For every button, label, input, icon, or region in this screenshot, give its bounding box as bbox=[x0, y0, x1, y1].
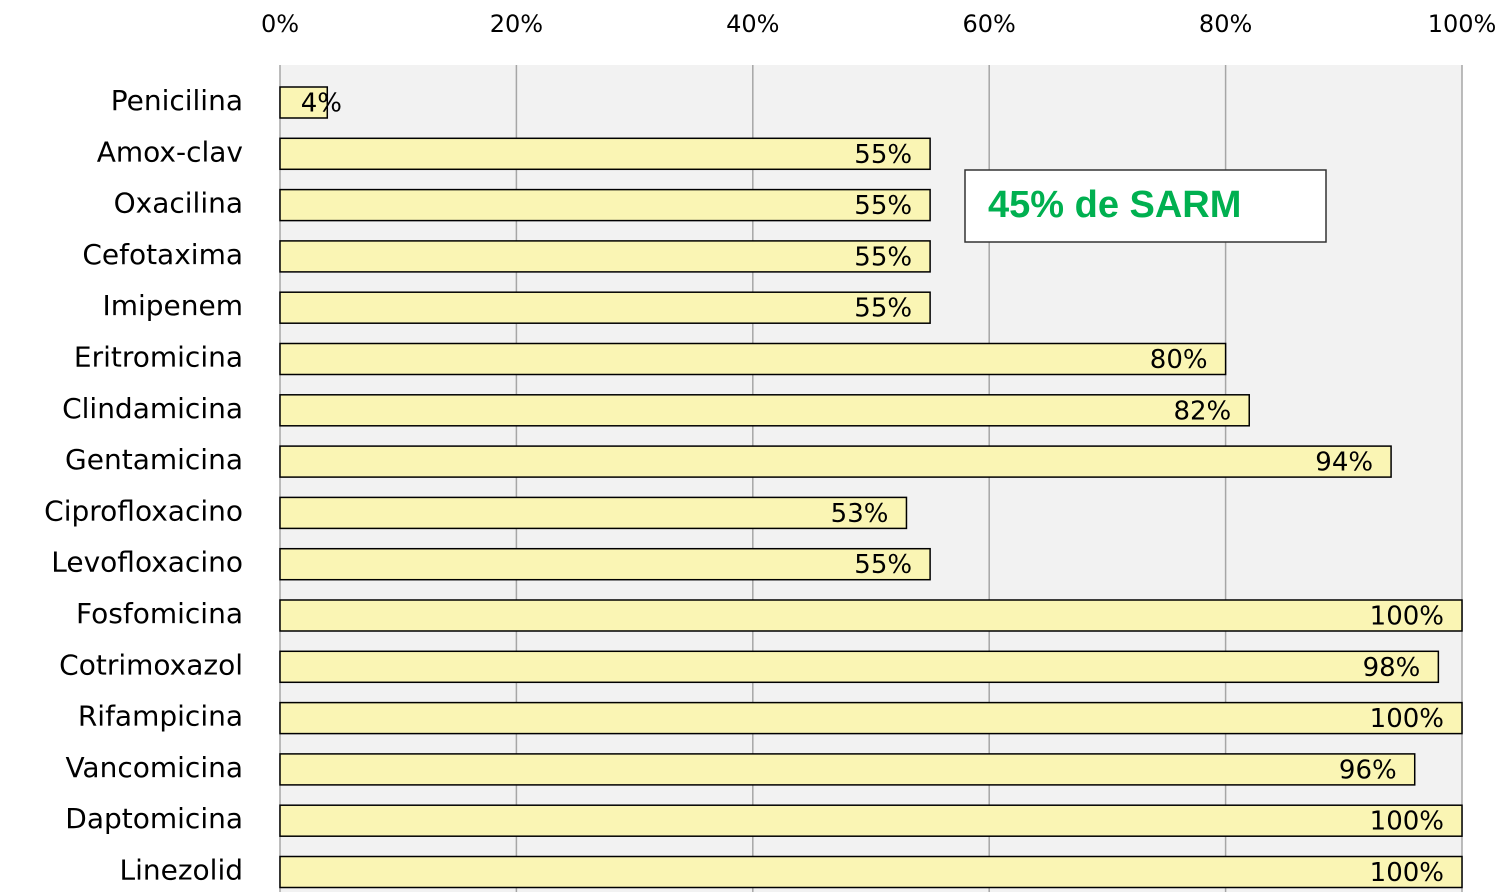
value-label: 94% bbox=[1315, 448, 1373, 478]
x-tick-label: 60% bbox=[963, 10, 1016, 38]
y-tick-label: Cotrimoxazol bbox=[59, 648, 243, 681]
bar bbox=[279, 342, 1227, 376]
y-tick-label: Amox-clav bbox=[97, 135, 243, 168]
bar bbox=[279, 650, 1440, 684]
bar bbox=[279, 855, 1463, 889]
y-tick-label: Oxacilina bbox=[114, 187, 243, 220]
value-label: 100% bbox=[1370, 807, 1444, 837]
value-label: 82% bbox=[1173, 396, 1231, 426]
y-tick-label: Linezolid bbox=[119, 854, 243, 887]
y-tick-label: Imipenem bbox=[102, 289, 243, 322]
bar bbox=[279, 445, 1392, 478]
value-label: 100% bbox=[1370, 704, 1444, 734]
y-tick-label: Ciprofloxacino bbox=[44, 494, 243, 527]
value-label: 53% bbox=[831, 499, 889, 529]
y-tick-label: Vancomicina bbox=[65, 751, 243, 784]
annotation: 45% de SARM bbox=[988, 184, 1241, 226]
bar bbox=[279, 804, 1463, 837]
y-tick-label: Gentamicina bbox=[65, 443, 243, 476]
y-tick-label: Eritromicina bbox=[74, 341, 243, 374]
y-tick-label: Penicilina bbox=[111, 84, 243, 117]
y-tick-label: Clindamicina bbox=[62, 392, 243, 425]
y-tick-label: Daptomicina bbox=[65, 802, 243, 835]
bar bbox=[279, 394, 1250, 427]
x-tick-label: 80% bbox=[1199, 10, 1252, 38]
y-tick-label: Cefotaxima bbox=[82, 238, 243, 271]
y-tick-label: Levofloxacino bbox=[51, 546, 243, 579]
value-label: 98% bbox=[1363, 653, 1421, 683]
y-tick-label: Fosfomicina bbox=[76, 597, 243, 630]
bar bbox=[279, 291, 931, 324]
value-label: 96% bbox=[1339, 755, 1397, 785]
x-tick-label: 100% bbox=[1428, 10, 1497, 38]
bar bbox=[279, 547, 931, 581]
value-label: 55% bbox=[854, 140, 912, 170]
value-label: 100% bbox=[1370, 858, 1444, 888]
value-label: 55% bbox=[854, 242, 912, 272]
bar bbox=[279, 240, 931, 273]
bar bbox=[279, 599, 1463, 632]
x-tick-label: 40% bbox=[726, 10, 779, 38]
bar bbox=[279, 86, 329, 119]
y-tick-label: Rifampicina bbox=[78, 700, 243, 733]
value-label: 80% bbox=[1150, 345, 1208, 375]
bar bbox=[279, 701, 1463, 735]
bar bbox=[279, 188, 931, 222]
value-label: 100% bbox=[1370, 602, 1444, 632]
value-label: 55% bbox=[854, 550, 912, 580]
value-label: 55% bbox=[854, 294, 912, 324]
annotation-box bbox=[964, 169, 1327, 243]
bar bbox=[279, 496, 908, 530]
bar bbox=[279, 137, 931, 171]
bar bbox=[279, 753, 1416, 786]
value-label: 55% bbox=[854, 191, 912, 221]
x-tick-label: 20% bbox=[490, 10, 543, 38]
value-label: 4% bbox=[301, 89, 342, 119]
x-tick-label: 0% bbox=[261, 10, 299, 38]
